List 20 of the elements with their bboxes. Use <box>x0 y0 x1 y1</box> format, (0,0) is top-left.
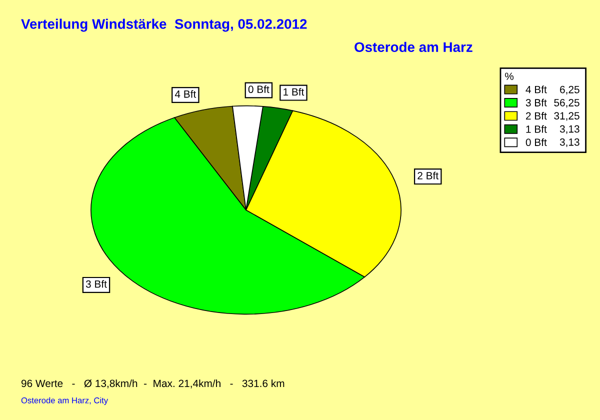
data-label: 3,13 <box>560 125 580 134</box>
legend-label: 0 Bft <box>526 138 547 146</box>
legend-label: 2 Bft <box>526 112 547 120</box>
slice-label: 3 Bft <box>86 280 107 288</box>
data-label: 6,25 <box>560 86 580 95</box>
chart-subtitle: Osterode am Harz <box>354 42 472 52</box>
data-label: 31,25 <box>554 112 580 121</box>
data-label: 56,25 <box>554 99 580 108</box>
slice-label: 1 Bft <box>284 88 304 96</box>
text: 96 Werte - Ø 13,8km/h - Max. 21,4km/h - 331.6 km <box>21 379 284 388</box>
legend-label: 4 Bft <box>526 86 547 94</box>
slice-label: 4 Bft <box>174 90 196 98</box>
legend-label: 3 Bft <box>526 98 547 106</box>
chart-title: Verteilung Windstärke Sonntag, 05.02.2012 <box>21 18 307 32</box>
legend-title: % <box>505 72 514 80</box>
data-label: 3,13 <box>560 138 580 148</box>
slice-label: 0 Bft <box>248 85 270 94</box>
legend-label: 1 Bft <box>526 125 547 133</box>
text: Osterode am Harz, City <box>21 397 108 405</box>
slice-label: 2 Bft <box>418 172 438 180</box>
